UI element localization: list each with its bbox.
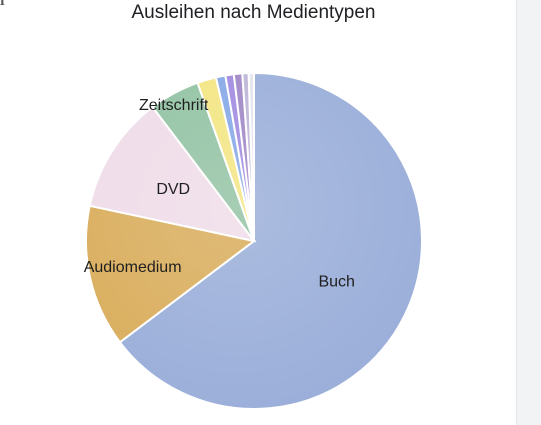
slice-label-buch: Buch xyxy=(318,273,354,290)
right-panel-edge xyxy=(516,0,541,425)
pie-chart: Buch Audiomedium DVD Zeitschrift xyxy=(84,71,423,410)
slice-label-dvd: DVD xyxy=(156,181,190,198)
slice-label-zeitschrift: Zeitschrift xyxy=(139,97,209,114)
info-icon[interactable]: ℹ xyxy=(0,0,5,8)
slice-label-audiomedium: Audiomedium xyxy=(84,259,182,276)
chart-title: Ausleihen nach Medientypen xyxy=(131,2,376,23)
